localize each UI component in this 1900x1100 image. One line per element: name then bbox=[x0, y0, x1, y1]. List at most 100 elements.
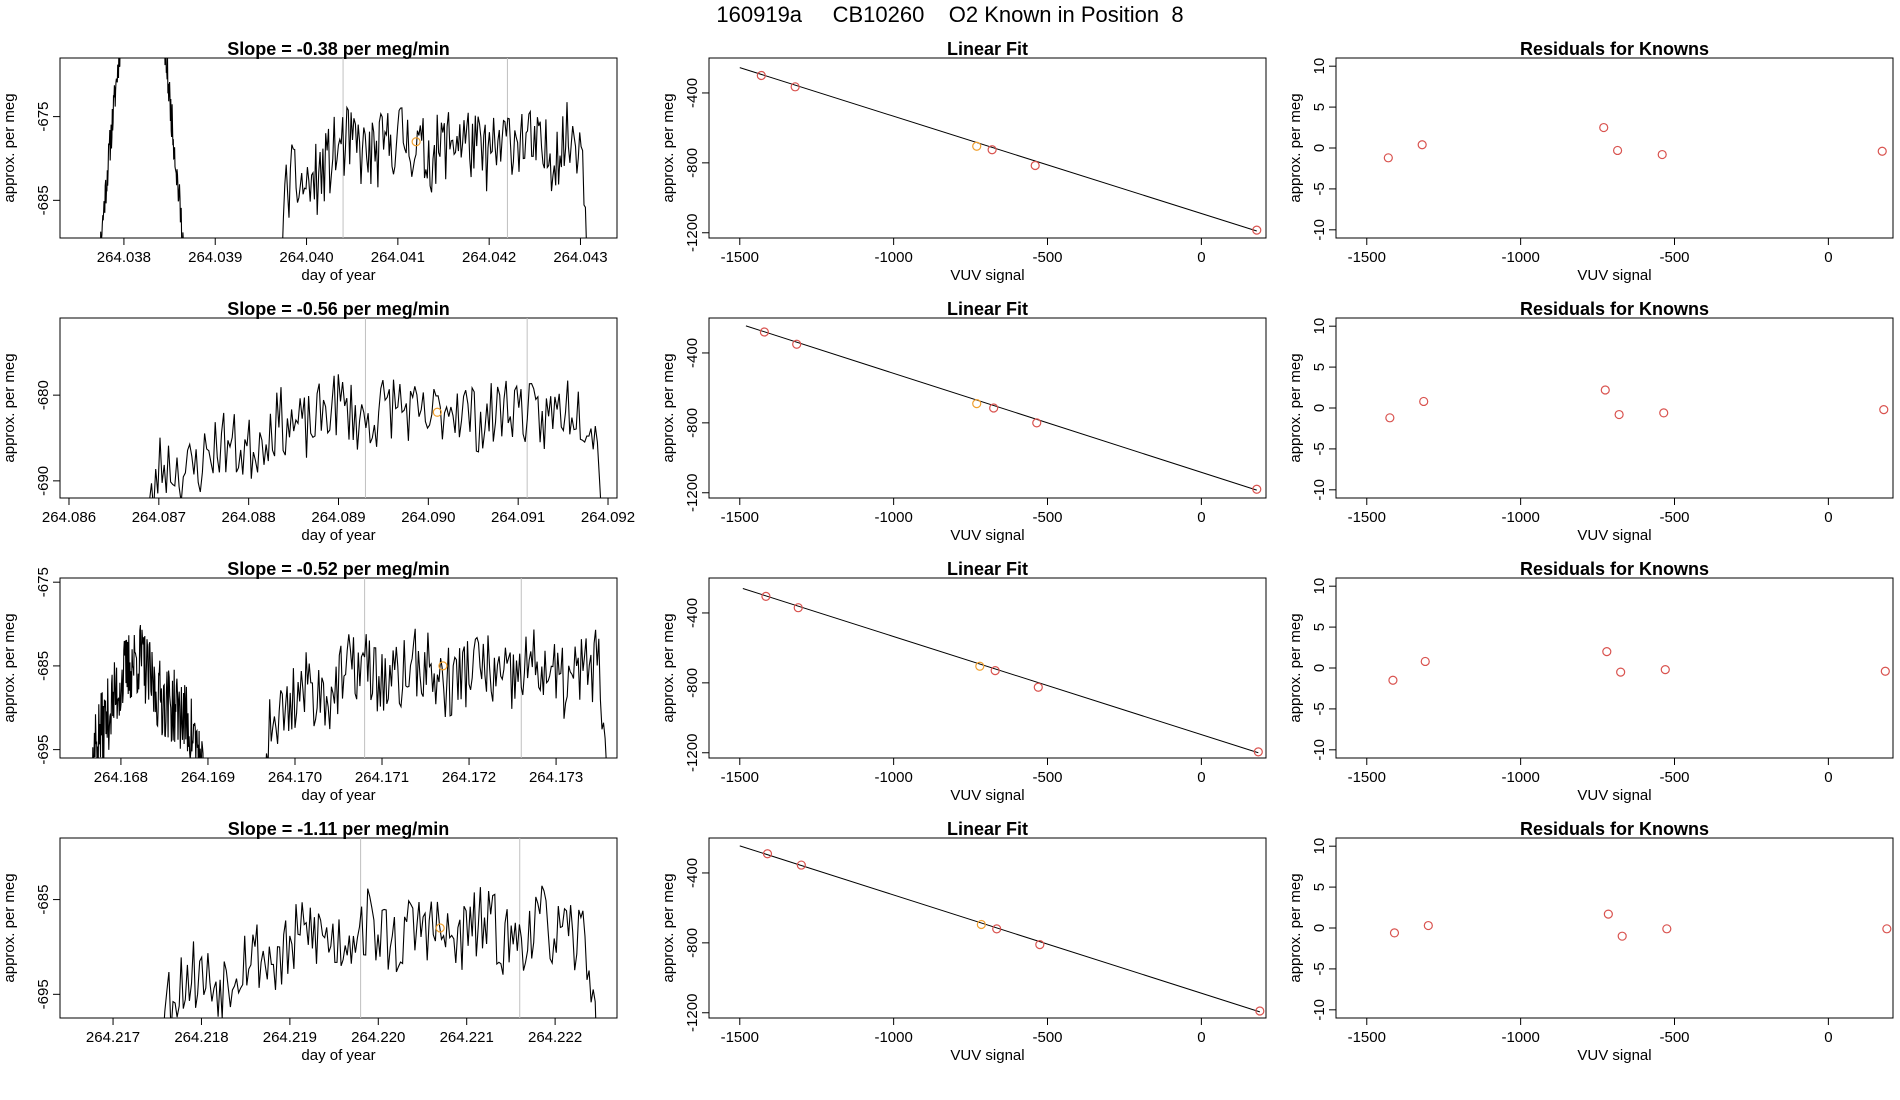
data-point bbox=[990, 666, 1000, 676]
x-tick-label: -1500 bbox=[721, 249, 759, 266]
x-tick-label: -1000 bbox=[874, 249, 912, 266]
x-axis-label: day of year bbox=[301, 267, 375, 284]
y-axis-label: approx. per meg bbox=[1287, 613, 1304, 722]
x-tick-label: -1500 bbox=[1348, 769, 1386, 786]
y-tick-label: -800 bbox=[684, 928, 701, 958]
x-tick-label: -500 bbox=[1659, 1029, 1689, 1046]
data-point bbox=[1255, 1006, 1265, 1016]
plot-area bbox=[1383, 122, 1887, 163]
x-tick-label: -1500 bbox=[721, 509, 759, 526]
x-tick-label: -500 bbox=[1659, 249, 1689, 266]
x-axis-label: VUV signal bbox=[950, 787, 1024, 804]
data-point bbox=[790, 82, 800, 92]
chart-panel-r4c1: Slope = -1.11 per meg/min 264.217 264.218 2… bbox=[1, 819, 618, 1064]
y-tick-label: -5 bbox=[1311, 962, 1328, 975]
x-tick-label: 0 bbox=[1197, 769, 1205, 786]
y-tick-label: -695 bbox=[35, 979, 52, 1009]
data-point bbox=[1882, 924, 1892, 934]
data-point bbox=[756, 70, 766, 81]
x-tick-label: 264.092 bbox=[581, 509, 635, 526]
data-point bbox=[1599, 122, 1609, 133]
x-tick-label: 264.169 bbox=[181, 769, 235, 786]
plot-frame bbox=[59, 57, 618, 239]
x-tick-label: 264.038 bbox=[97, 249, 151, 266]
plot-frame bbox=[59, 317, 618, 499]
x-tick-label: 264.218 bbox=[174, 1029, 228, 1046]
data-point bbox=[1660, 665, 1670, 675]
y-axis-label: approx. per meg bbox=[1287, 93, 1304, 202]
x-tick-label: 264.171 bbox=[355, 769, 409, 786]
data-point bbox=[792, 339, 802, 349]
x-tick-label: -1000 bbox=[1501, 249, 1539, 266]
x-tick-label: 264.087 bbox=[132, 509, 186, 526]
x-tick-label: -1500 bbox=[721, 1029, 759, 1046]
chart-panel-r1c2: Linear Fit -1500 -1000 -500 0 -400 -800 -1200 VU… bbox=[660, 39, 1267, 284]
series-line bbox=[282, 102, 587, 238]
highlight-point bbox=[438, 661, 448, 671]
series-line bbox=[265, 628, 607, 758]
data-point bbox=[1657, 149, 1667, 160]
chart-title: Slope = -0.38 per meg/min bbox=[227, 39, 450, 59]
y-tick-label: 5 bbox=[1311, 103, 1328, 111]
y-tick-label: 10 bbox=[1311, 578, 1328, 595]
highlight-point bbox=[975, 661, 985, 671]
x-tick-label: 0 bbox=[1197, 509, 1205, 526]
plot-area bbox=[739, 845, 1265, 1016]
y-tick-label: -5 bbox=[1311, 442, 1328, 455]
fit-line bbox=[745, 325, 1257, 491]
data-point bbox=[1419, 396, 1429, 407]
plot-area bbox=[1388, 647, 1890, 685]
chart-title: Linear Fit bbox=[947, 819, 1028, 839]
data-point bbox=[759, 327, 769, 337]
y-tick-label: -10 bbox=[1311, 479, 1328, 501]
y-tick-label: -400 bbox=[684, 598, 701, 628]
x-tick-label: -1500 bbox=[1348, 249, 1386, 266]
y-tick-label: 0 bbox=[1311, 664, 1328, 672]
chart-panel-r1c3: Residuals for Knowns -1500 -1000 -500 0 10 5 0 -… bbox=[1287, 39, 1894, 284]
x-axis-label: day of year bbox=[301, 527, 375, 544]
chart-title: Linear Fit bbox=[947, 559, 1028, 579]
highlight-point bbox=[435, 923, 445, 933]
plot-frame bbox=[1335, 837, 1894, 1019]
data-point bbox=[1385, 413, 1395, 423]
chart-panel-r4c2: Linear Fit -1500 -1000 -500 0 -400 -800 -1200 VU… bbox=[660, 819, 1267, 1064]
x-tick-label: 264.040 bbox=[279, 249, 333, 266]
x-axis-label: day of year bbox=[301, 1047, 375, 1064]
x-axis-label: day of year bbox=[301, 787, 375, 804]
y-axis-label: approx. per meg bbox=[660, 613, 677, 722]
plot-area bbox=[742, 588, 1263, 757]
chart-title: Residuals for Knowns bbox=[1520, 39, 1709, 59]
chart-title: Residuals for Knowns bbox=[1520, 819, 1709, 839]
data-point bbox=[1880, 666, 1890, 676]
data-point bbox=[1616, 667, 1626, 677]
y-tick-label: -400 bbox=[684, 338, 701, 368]
x-tick-label: -1500 bbox=[721, 769, 759, 786]
x-tick-label: 264.220 bbox=[351, 1029, 405, 1046]
highlight-point bbox=[972, 141, 982, 151]
data-point bbox=[1659, 408, 1669, 418]
x-axis-label: VUV signal bbox=[1577, 1047, 1651, 1064]
y-tick-label: -695 bbox=[35, 735, 52, 765]
chart-panel-r3c3: Residuals for Knowns -1500 -1000 -500 0 10 5 0 -… bbox=[1287, 559, 1894, 804]
chart-panel-r3c1: Slope = -0.52 per meg/min 264.168 264.169 2… bbox=[1, 559, 618, 804]
chart-title: Slope = -0.52 per meg/min bbox=[227, 559, 450, 579]
data-point bbox=[762, 849, 773, 859]
data-point bbox=[1035, 940, 1045, 950]
x-tick-label: 264.041 bbox=[371, 249, 425, 266]
x-tick-label: 264.222 bbox=[528, 1029, 582, 1046]
x-tick-label: 0 bbox=[1824, 509, 1832, 526]
fit-line bbox=[739, 67, 1257, 232]
y-tick-label: -10 bbox=[1311, 219, 1328, 241]
x-axis-label: VUV signal bbox=[1577, 787, 1651, 804]
data-point bbox=[1383, 153, 1393, 163]
plot-frame bbox=[59, 837, 618, 1019]
y-tick-label: -1200 bbox=[684, 214, 701, 252]
plot-area bbox=[163, 838, 597, 1018]
y-tick-label: -10 bbox=[1311, 739, 1328, 761]
highlight-point bbox=[432, 407, 442, 417]
y-tick-label: -680 bbox=[35, 380, 52, 410]
x-axis-label: VUV signal bbox=[950, 527, 1024, 544]
x-tick-label: 264.172 bbox=[442, 769, 496, 786]
x-tick-label: -500 bbox=[1032, 1029, 1062, 1046]
plot-area bbox=[1385, 385, 1889, 423]
